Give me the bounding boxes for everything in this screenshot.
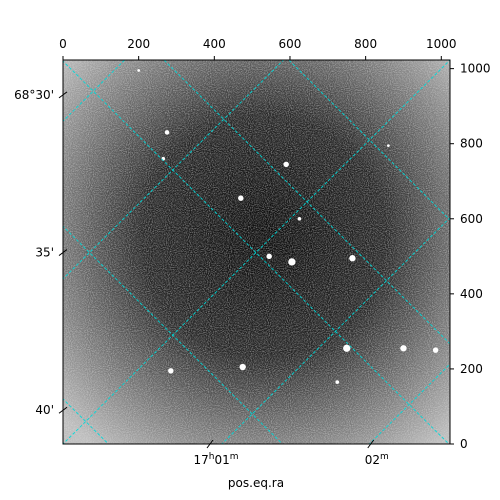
grid-line-4: [288, 60, 450, 221]
source-14: [137, 69, 141, 72]
grid-line-8: [221, 216, 450, 444]
image-panel: [63, 60, 450, 444]
x-tick-label-5: 1000: [426, 37, 457, 51]
source-6: [288, 258, 296, 266]
y-tick-label-0: 0: [460, 437, 468, 451]
grid-line-6: [63, 60, 285, 280]
x-tick-label-3: 600: [279, 37, 302, 51]
x-top-ticks: 0 200 400 600 800 1000: [59, 37, 457, 60]
ra-tick-0: [206, 439, 214, 449]
y-tick-label-1: 200: [460, 362, 483, 376]
x-tick-label-2: 400: [203, 37, 226, 51]
source-12: [168, 368, 174, 374]
y-tick-label-5: 1000: [460, 62, 491, 76]
y-tick-label-3: 600: [460, 212, 483, 226]
y-tick-label-4: 800: [460, 137, 483, 151]
x-tick-label-4: 800: [354, 37, 377, 51]
dec-tick-label-1: 35': [35, 246, 54, 260]
source-11: [239, 363, 246, 371]
source-8: [343, 344, 351, 352]
source-3: [238, 195, 244, 201]
source-10: [432, 347, 439, 353]
y-tick-label-2: 400: [460, 287, 483, 301]
dec-tick-label-0: 68°30': [14, 88, 54, 102]
source-13: [335, 380, 340, 384]
dec-tick-0: [58, 91, 68, 99]
source-4: [297, 216, 302, 221]
x-axis-title: pos.eq.ra: [228, 476, 284, 490]
source-15: [386, 144, 390, 147]
grid-line-5: [63, 60, 450, 444]
ra-tick-label-1: 02m: [365, 452, 389, 467]
source-2: [283, 161, 289, 168]
grid-line-0: [63, 60, 450, 444]
coordinate-grid: [63, 60, 450, 444]
x-tick-label-1: 200: [127, 37, 150, 51]
dec-tick-1: [58, 249, 68, 256]
y-right-ticks: 0 200 400 600 800 1000: [450, 62, 491, 451]
source-5: [266, 253, 272, 260]
x-tick-label-0: 0: [59, 37, 67, 51]
ra-tick-1: [367, 439, 375, 449]
source-9: [400, 345, 407, 352]
dec-tick-2: [58, 406, 68, 414]
world-ticks: 17h01m 02m 68°30' 35' 40': [14, 88, 389, 467]
source-7: [349, 255, 356, 262]
grid-line-1: [63, 225, 284, 444]
dec-tick-label-2: 40': [35, 403, 54, 417]
source-0: [164, 130, 170, 135]
sources-layer: [137, 69, 439, 384]
ra-tick-label-0: 17h01m: [193, 452, 238, 467]
